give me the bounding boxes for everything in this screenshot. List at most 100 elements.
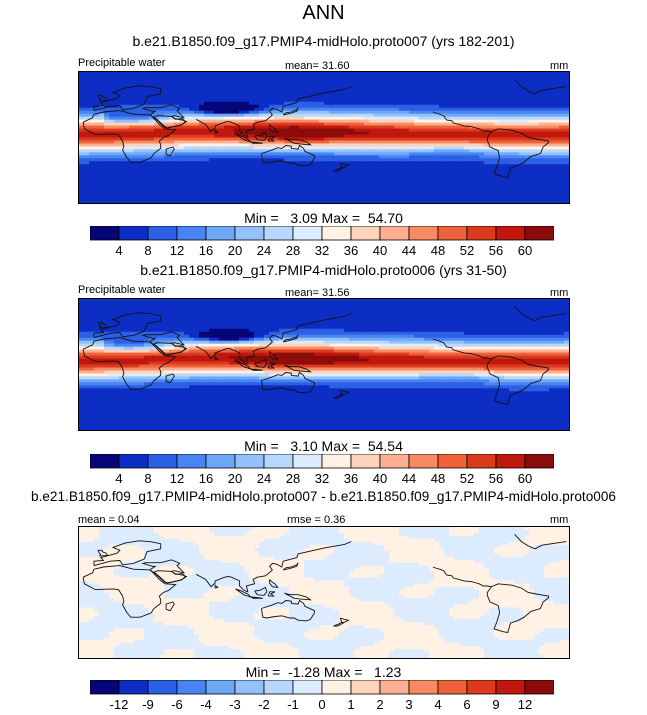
panel2-coastline-java — [250, 368, 263, 371]
panel3-coastline-uk — [97, 549, 109, 557]
panel1-coastline-nz — [339, 162, 350, 168]
panel1-coastline-nz2 — [333, 166, 345, 172]
panel2-colorbar-swatch-0 — [90, 454, 120, 469]
panel3-coastline-greenland — [514, 533, 567, 550]
panel3-colorbar-swatch-13 — [466, 680, 497, 695]
panel2-colorbar-tick-label: 28 — [286, 471, 300, 486]
panel1-coastlines — [82, 78, 567, 179]
panel3-coastline-southamerica — [486, 583, 550, 634]
panel3-colorbar-swatch-5 — [234, 680, 265, 695]
panel2-colorbar: 4 8 12 16 20 24 28 32 36 40 44 48 52 56 60 — [90, 454, 554, 486]
panel3-colorbar-swatch-10 — [379, 680, 410, 695]
panel2-colorbar-tick-label: 44 — [402, 471, 416, 486]
panel1-coastline-japan — [282, 107, 299, 116]
panel3-colorbar-tick-label: 2 — [376, 697, 383, 712]
panel1-colorbar-swatch-1 — [118, 226, 149, 241]
panel1-colorbar-swatch-8 — [321, 226, 352, 241]
panel3-case-title: b.e21.B1850.f09_g17.PMIP4-midHolo.proto0… — [31, 489, 616, 504]
panel3-colorbar-tick-label: -2 — [258, 697, 270, 712]
panel1-colorbar-swatch-2 — [147, 226, 178, 241]
panel2-colorbar-swatch-2 — [147, 454, 178, 469]
panel1-coastline-greenland — [514, 78, 567, 95]
panel3-coastline-madagascar — [165, 601, 175, 612]
panel2-coastline-australia — [260, 371, 315, 394]
panel1-colorbar-tick-label: 56 — [489, 243, 503, 258]
panel1-case-title: b.e21.B1850.f09_g17.PMIP4-midHolo.proto0… — [132, 33, 515, 49]
panel3-minmax: Min = -1.28 Max = 1.23 — [245, 664, 402, 680]
panel1-colorbar-swatch-7 — [292, 226, 323, 241]
panel2-coastline-india — [195, 313, 352, 365]
panel3-mean-label: mean = 0.04 — [78, 514, 140, 526]
panel1-colorbar-swatch-4 — [205, 226, 236, 241]
panel2-colorbar-tick-label: 32 — [315, 471, 329, 486]
panel1-colorbar-tick-label: 24 — [257, 243, 271, 258]
panel2-minmax: Min = 3.10 Max = 54.54 — [244, 438, 403, 454]
panel2-colorbar-swatch-6 — [263, 454, 294, 469]
panel2-coastline-uk — [97, 321, 109, 329]
panel1-coastline-uk — [97, 94, 109, 102]
panel3-coastline-nz — [339, 617, 350, 623]
panel3-colorbar-tick-label: -6 — [171, 697, 183, 712]
panel3-colorbar-tick-label: -3 — [229, 697, 241, 712]
panel1-coastline-sumatra — [235, 133, 253, 143]
panel1-colorbar-tick-label: 60 — [518, 243, 532, 258]
panel2-coastline-greenland — [514, 305, 567, 322]
panel1-coastline-centralamerica — [432, 111, 492, 133]
panel1-colorbar-tick-label: 48 — [431, 243, 445, 258]
panel3-colorbar-swatch-0 — [90, 680, 120, 695]
panel2-coastline-srilanka — [214, 356, 219, 361]
panel3-colorbar-tick-label: 6 — [463, 697, 470, 712]
panel3-coastline-japan — [282, 562, 299, 571]
panel1-colorbar-tick-label: 20 — [228, 243, 242, 258]
panel3-colorbar-tick-label: 12 — [518, 697, 532, 712]
panel1-colorbar-tick-label: 12 — [170, 243, 184, 258]
panel1-coastline-arabia — [153, 115, 186, 129]
panel3-coastline-africa — [82, 565, 177, 618]
panel2-colorbar-tick-label: 40 — [373, 471, 387, 486]
panel1-coastline-newguinea — [284, 137, 312, 146]
panel2-coastline-philippines — [269, 351, 279, 360]
panel3-coastline-srilanka — [214, 584, 219, 589]
panel2-coastline-japan — [282, 334, 299, 343]
panel3-rmse-label: rmse = 0.36 — [287, 514, 346, 526]
panel3-coastline-borneo — [254, 586, 268, 596]
panel3-coastline-centralamerica — [432, 566, 492, 588]
panel1-colorbar-swatch-6 — [263, 226, 294, 241]
panel2-mean-label: mean= 31.56 — [285, 287, 350, 299]
panel2-colorbar-swatch-11 — [408, 454, 439, 469]
panel1-coastline-australia — [260, 144, 315, 167]
panel1-colorbar-swatch-3 — [176, 226, 207, 241]
panel1-colorbar-swatch-0 — [90, 226, 120, 241]
panel2-colorbar-tick-label: 20 — [228, 471, 242, 486]
panel1-coastline-java — [250, 141, 263, 144]
panel1-colorbar-swatch-11 — [408, 226, 439, 241]
panel3-colorbar-swatch-1 — [118, 680, 149, 695]
panel1-coastline-borneo — [254, 131, 268, 141]
panel1-map — [78, 71, 570, 204]
panel2-coastline-arabia — [153, 342, 186, 356]
panel1-units-label: mm — [550, 60, 569, 72]
panel2-coastline-europe — [93, 312, 162, 339]
panel3-colorbar-tick-label: -4 — [200, 697, 212, 712]
panel1-coastline-southamerica — [486, 128, 550, 179]
panel3-colorbar-swatch-3 — [176, 680, 207, 695]
panel2-colorbar-tick-label: 16 — [199, 471, 213, 486]
panel1-colorbar-tick-label: 4 — [115, 243, 122, 258]
panel3-colorbar-swatch-8 — [321, 680, 352, 695]
panel2-colorbar-tick-label: 8 — [144, 471, 151, 486]
panel2-coastlines — [82, 305, 567, 406]
panel3-colorbar-tick-label: 4 — [434, 697, 441, 712]
panel3-colorbar-tick-label: 3 — [405, 697, 412, 712]
panel3-colorbar-tick-label: 1 — [347, 697, 354, 712]
panel1-coastline-madagascar — [165, 146, 175, 157]
panel3-coastline-sulawesi — [267, 591, 276, 597]
panel3-colorbar-swatch-12 — [437, 680, 468, 695]
panel3-field — [79, 527, 569, 658]
panel3-coastline-philippines — [269, 579, 279, 588]
panel1-colorbar-tick-label: 40 — [373, 243, 387, 258]
panel2-colorbar-tick-label: 36 — [344, 471, 358, 486]
panel2-colorbar-swatch-14 — [495, 454, 526, 469]
panel1-variable-label: Precipitable water — [78, 57, 166, 69]
panel1-colorbar-tick-label: 52 — [460, 243, 474, 258]
panel1-coastline-philippines — [269, 124, 279, 133]
